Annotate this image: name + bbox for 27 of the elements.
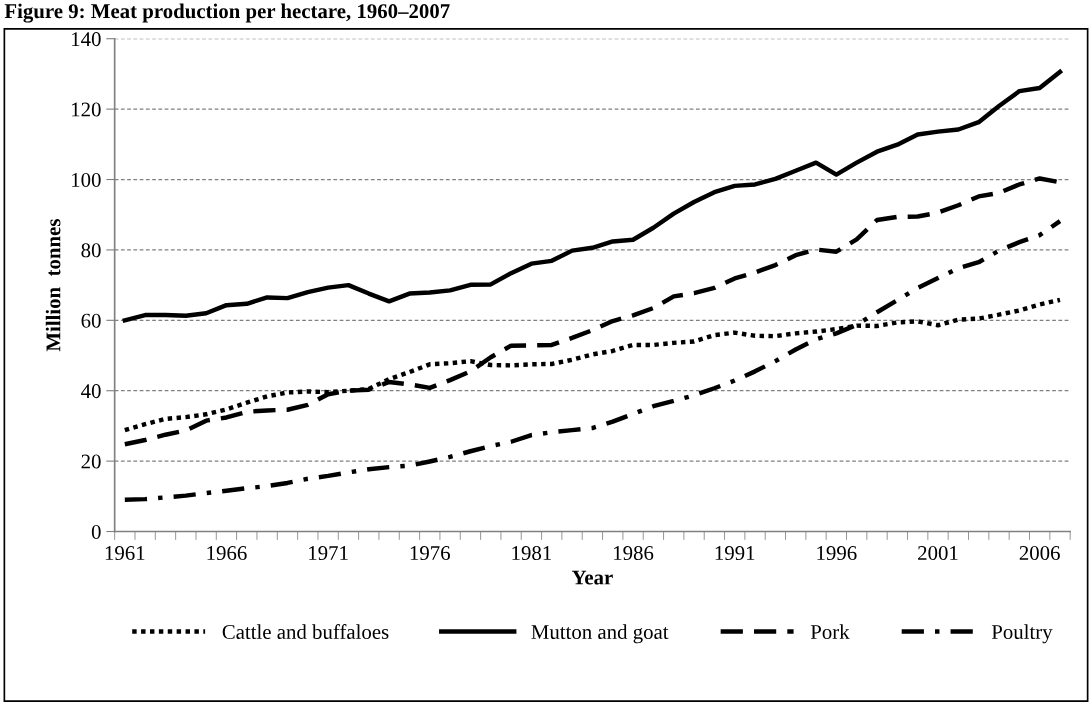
y-tick-label: 40 [81, 384, 101, 399]
legend-label: Pork [810, 624, 850, 639]
x-tick-label: 1961 [105, 546, 145, 561]
x-tick-label: 1981 [512, 546, 551, 561]
x-axis-title: Year [571, 570, 613, 585]
x-tick-label: 2006 [1019, 546, 1060, 561]
legend-label: Cattle and buffaloes [222, 624, 389, 639]
legend-label: Mutton and goat [531, 624, 669, 644]
x-tick-label: 2001 [918, 546, 958, 561]
y-tick-label: 100 [72, 172, 101, 187]
line-series [122, 218, 1063, 503]
chart-title: Figure 9: Meat production per hectare, 1960–2007 [4, 3, 450, 23]
legend-label: Poultry [991, 624, 1053, 644]
y-tick-label: 60 [81, 313, 101, 328]
y-tick-label: 80 [81, 243, 101, 258]
y-tick-label: 140 [72, 32, 101, 47]
x-tick-label: 1996 [817, 546, 857, 561]
y-tick-label: 0 [91, 524, 101, 539]
x-tick-label: 1966 [207, 546, 247, 561]
line-series [122, 69, 1063, 323]
y-tick-label: 20 [81, 454, 101, 469]
x-tick-label: 1976 [410, 546, 450, 561]
x-tick-label: 1971 [309, 546, 348, 561]
x-tick-label: 1986 [614, 546, 654, 561]
y-axis-title: Million tonnes [45, 219, 61, 352]
x-tick-label: 1991 [715, 546, 755, 561]
y-tick-label: 120 [72, 102, 101, 117]
